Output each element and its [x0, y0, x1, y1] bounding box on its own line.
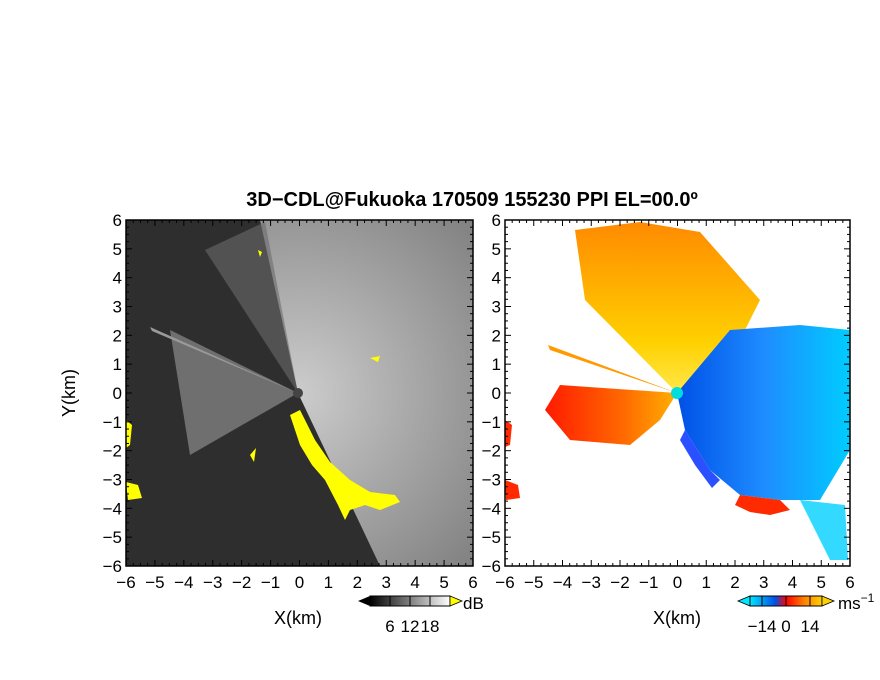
reflectivity-x-tick-label: 2 [353, 573, 362, 592]
velocity-west-echo [505, 420, 520, 500]
reflectivity-y-tick-label: −1 [103, 413, 122, 432]
velocity-far-echo [800, 500, 848, 560]
velocity-x-tick-label: 1 [702, 573, 711, 592]
velocity-y-tick-label: −6 [482, 557, 501, 576]
velocity-x-tick-label: −4 [553, 573, 572, 592]
reflectivity-echo-south [290, 410, 400, 520]
velocity-y-tick-label: −4 [482, 499, 501, 518]
reflectivity-colorbar: dB 6 12 18 [358, 594, 484, 636]
velocity-y-tick-label: −3 [482, 471, 501, 490]
velocity-x-tick-label: 6 [845, 573, 854, 592]
colorbar-tick-label: 0 [781, 617, 790, 636]
radar-site-marker-left [293, 388, 303, 398]
reflectivity-bright-sector [260, 220, 473, 566]
velocity-x-tick-label: −5 [524, 573, 543, 592]
velocity-x-tick-label: 0 [673, 573, 682, 592]
reflectivity-x-tick-label: −1 [261, 573, 280, 592]
right-x-axis-label: X(km) [653, 608, 701, 628]
reflectivity-y-tick-label: 2 [113, 326, 122, 345]
colorbar-tick-label: 14 [801, 617, 820, 636]
left-y-axis-label: Y(km) [59, 369, 79, 417]
reflectivity-y-tick-label: 5 [113, 240, 122, 259]
reflectivity-y-tick-label: 4 [113, 269, 122, 288]
velocity-x-tick-label: 5 [817, 573, 826, 592]
reflectivity-y-tick-label: 6 [113, 211, 122, 230]
velocity-y-tick-label: 6 [492, 211, 501, 230]
velocity-y-tick-label: 1 [492, 355, 501, 374]
velocity-y-tick-label: 4 [492, 269, 501, 288]
reflectivity-x-tick-label: −6 [116, 573, 135, 592]
reflectivity-y-tick-label: −6 [103, 557, 122, 576]
left-x-axis-label: X(km) [274, 608, 322, 628]
velocity-y-tick-label: 3 [492, 298, 501, 317]
reflectivity-y-tick-label: 3 [113, 298, 122, 317]
velocity-y-tick-label: −1 [482, 413, 501, 432]
reflectivity-x-tick-label: 0 [295, 573, 304, 592]
velocity-y-tick-label: −5 [482, 528, 501, 547]
velocity-west-sector [545, 385, 677, 445]
reflectivity-x-tick-label: −4 [174, 573, 193, 592]
velocity-y-tick-label: 2 [492, 326, 501, 345]
velocity-colorbar-unit: ms−1 [838, 591, 875, 613]
reflectivity-x-tick-label: 3 [382, 573, 391, 592]
reflectivity-west-sector [170, 330, 298, 455]
reflectivity-x-tick-label: 6 [468, 573, 477, 592]
reflectivity-x-tick-label: 5 [439, 573, 448, 592]
velocity-y-tick-label: 5 [492, 240, 501, 259]
velocity-x-tick-label: 3 [759, 573, 768, 592]
colorbar-tick-label: 12 [401, 617, 420, 636]
velocity-x-tick-label: −6 [495, 573, 514, 592]
velocity-colorbar: ms−1 −14 0 14 [736, 591, 875, 636]
velocity-panel [505, 220, 850, 566]
reflectivity-x-tick-label: 1 [324, 573, 333, 592]
reflectivity-panel [126, 220, 473, 566]
reflectivity-x-tick-label: 4 [410, 573, 419, 592]
reflectivity-y-tick-label: −3 [103, 471, 122, 490]
colorbar-tick-label: −14 [748, 617, 777, 636]
velocity-x-tick-label: −2 [610, 573, 629, 592]
figure-title: 3D−CDL@Fukuoka 170509 155230 PPI EL=00.0… [246, 189, 698, 211]
reflectivity-x-tick-label: −3 [203, 573, 222, 592]
reflectivity-y-tick-label: 1 [113, 355, 122, 374]
reflectivity-beam [150, 327, 298, 393]
reflectivity-y-tick-label: −4 [103, 499, 122, 518]
velocity-south-edge [680, 430, 720, 488]
reflectivity-y-tick-label: −5 [103, 528, 122, 547]
velocity-x-tick-label: 4 [788, 573, 797, 592]
velocity-east-edge [735, 495, 790, 515]
reflectivity-x-tick-label: −2 [232, 573, 251, 592]
velocity-x-tick-label: −3 [582, 573, 601, 592]
reflectivity-echo-west [126, 420, 142, 500]
velocity-east-sector [677, 325, 850, 500]
reflectivity-north-sector [205, 222, 298, 393]
velocity-x-tick-label: −1 [639, 573, 658, 592]
reflectivity-y-tick-label: 0 [113, 384, 122, 403]
reflectivity-y-tick-label: −2 [103, 442, 122, 461]
velocity-y-tick-label: −2 [482, 442, 501, 461]
radar-site-marker-right [671, 387, 683, 399]
colorbar-tick-label: 6 [385, 617, 394, 636]
reflectivity-x-tick-label: −5 [145, 573, 164, 592]
colorbar-tick-label: 18 [421, 617, 440, 636]
velocity-x-tick-label: 2 [730, 573, 739, 592]
reflectivity-colorbar-unit: dB [463, 594, 484, 613]
velocity-beam [548, 345, 677, 393]
velocity-y-tick-label: 0 [492, 384, 501, 403]
